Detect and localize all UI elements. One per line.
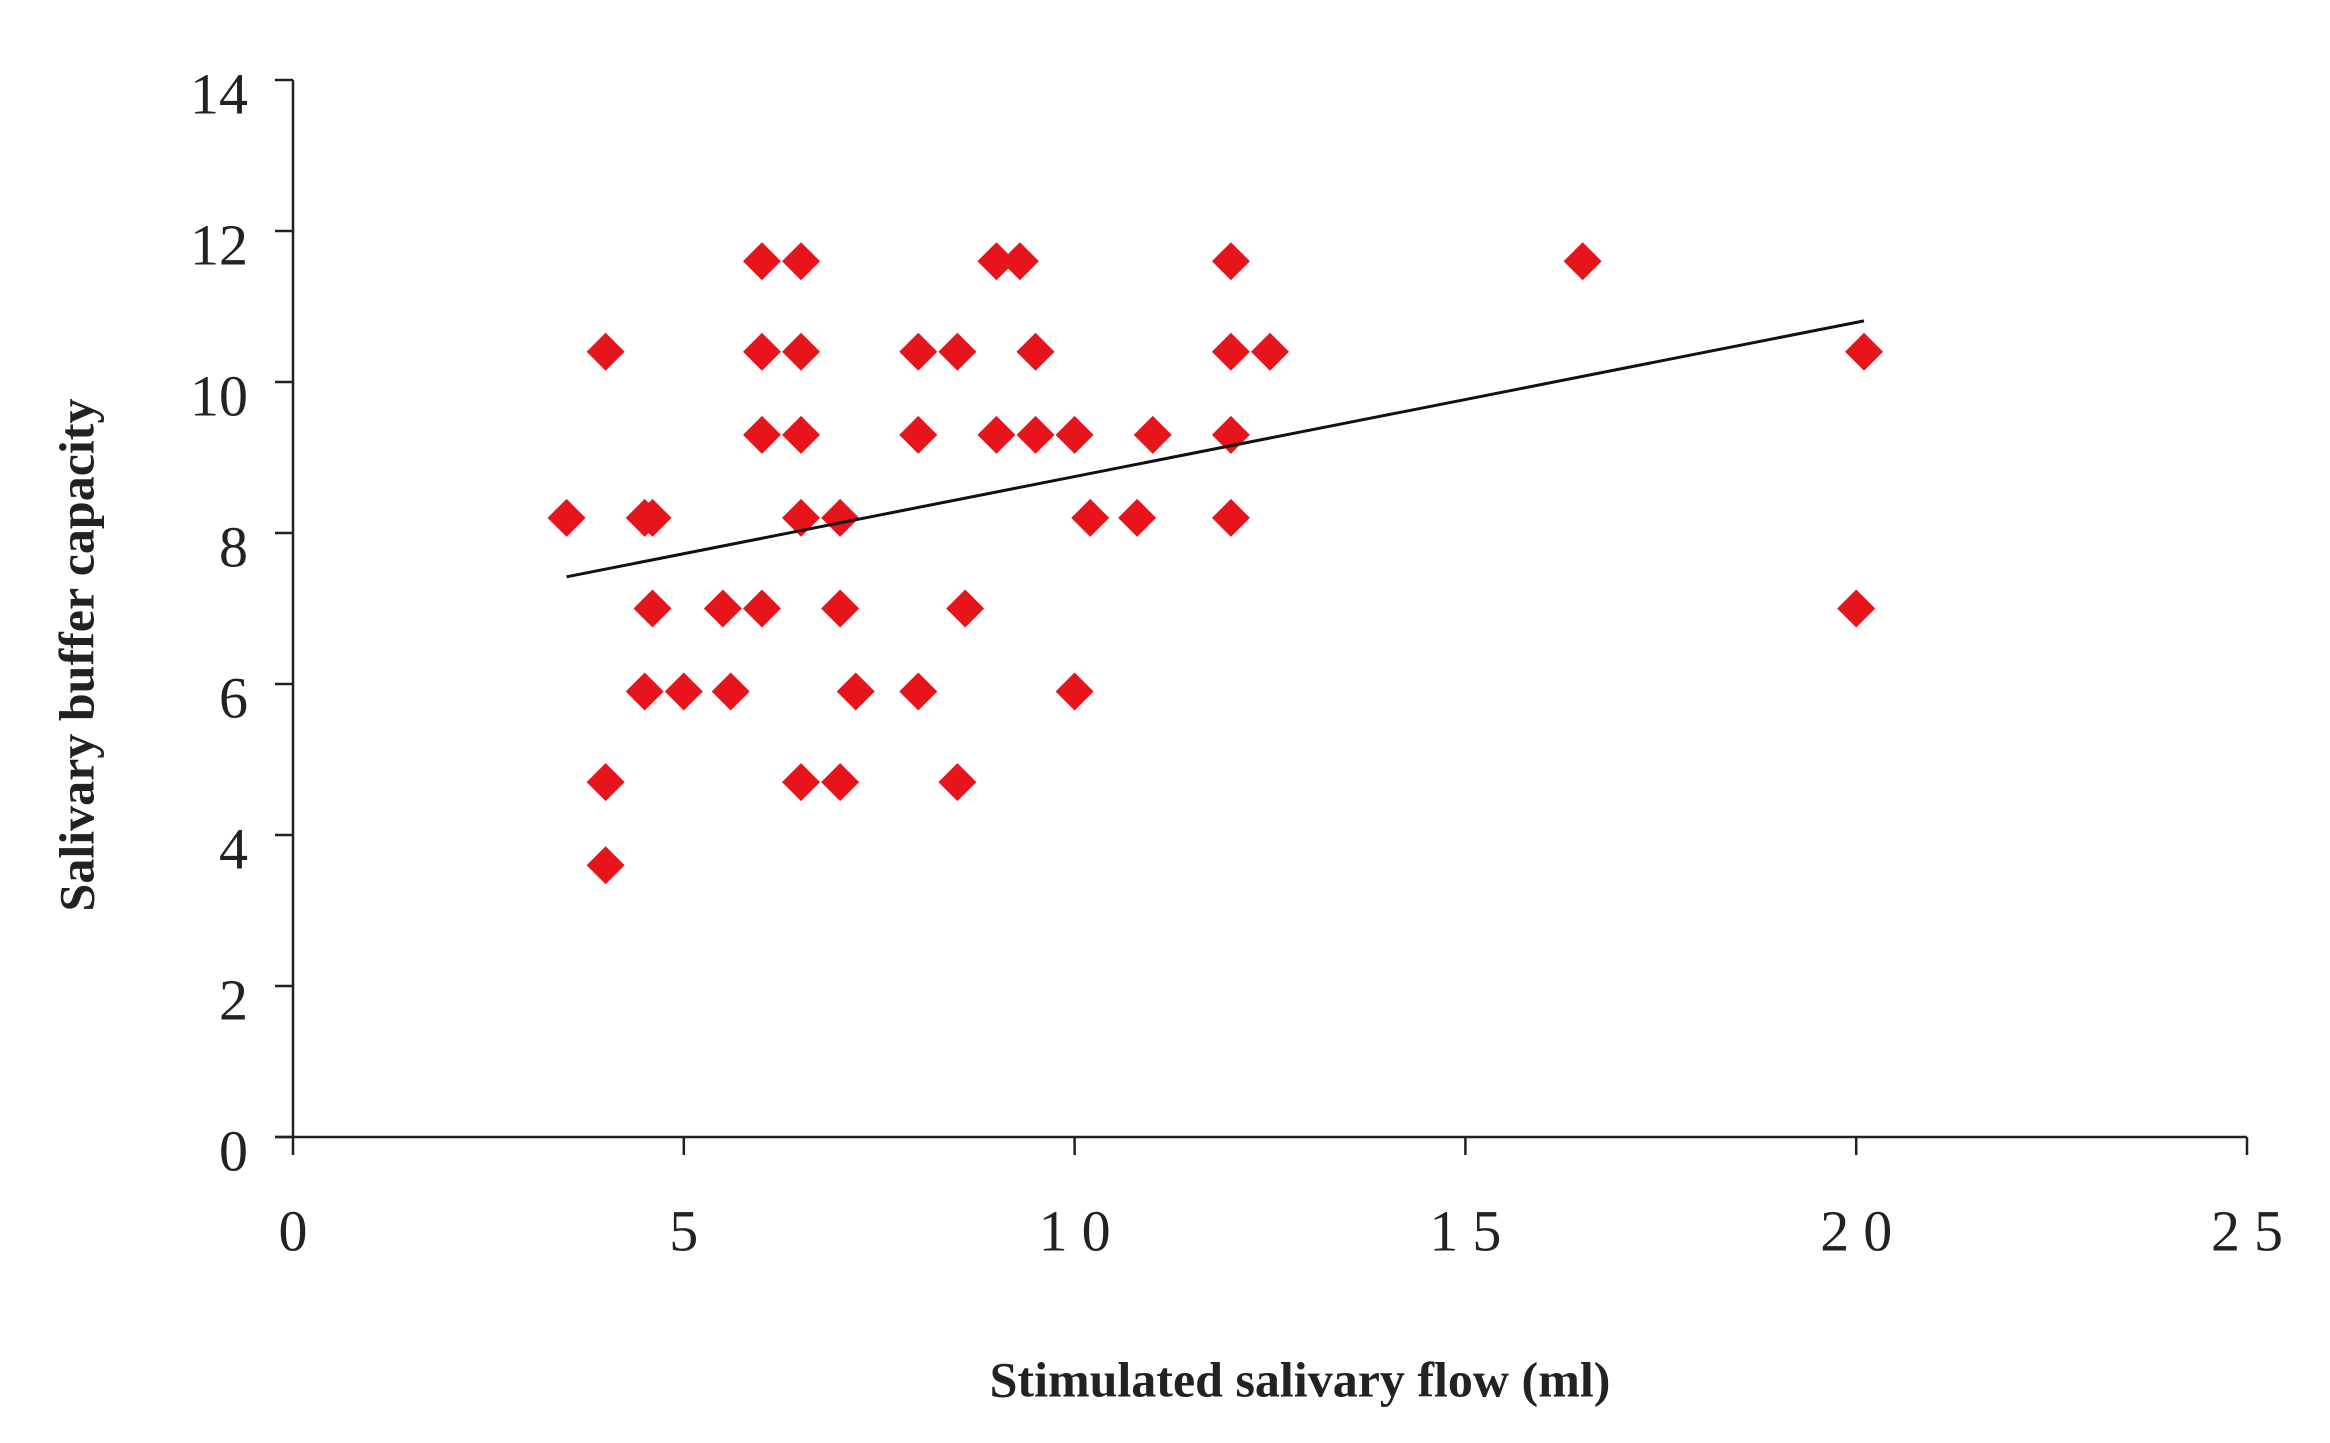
y-tick-label: 8	[219, 514, 248, 579]
point	[1211, 242, 1250, 281]
x-tick-label: 0	[279, 1198, 322, 1263]
y-tick-label: 6	[219, 665, 248, 730]
point	[547, 498, 586, 537]
x-tick-label: 15	[1429, 1198, 1515, 1263]
point	[1845, 332, 1884, 371]
point	[633, 589, 672, 628]
point	[1000, 242, 1039, 281]
point	[633, 498, 672, 537]
point	[977, 415, 1016, 454]
y-axis-title: Salivary buffer capacity	[48, 399, 104, 912]
point	[742, 332, 781, 371]
point	[1016, 415, 1055, 454]
trendline	[566, 319, 1865, 579]
point	[1211, 332, 1250, 371]
point	[899, 672, 938, 711]
point	[782, 242, 821, 281]
point	[977, 242, 1016, 281]
point	[782, 332, 821, 371]
point	[586, 763, 625, 802]
point	[1211, 498, 1250, 537]
point	[625, 672, 664, 711]
x-tick-label: 10	[1039, 1198, 1125, 1263]
point	[1055, 672, 1094, 711]
x-tick-label: 5	[669, 1198, 712, 1263]
point	[1133, 415, 1172, 454]
x-tick-label: 25	[2211, 1198, 2297, 1263]
point	[946, 589, 985, 628]
y-tick-label: 12	[190, 212, 248, 277]
point	[836, 672, 875, 711]
point	[782, 763, 821, 802]
point	[586, 332, 625, 371]
point	[711, 672, 750, 711]
y-tick-label: 2	[219, 967, 248, 1032]
point	[821, 498, 860, 537]
point	[742, 589, 781, 628]
point	[938, 332, 977, 371]
y-tick-label: 14	[190, 61, 248, 126]
y-tick-label: 4	[219, 816, 248, 881]
point	[821, 763, 860, 802]
point	[1016, 332, 1055, 371]
point	[899, 415, 938, 454]
point	[899, 332, 938, 371]
point	[1055, 415, 1094, 454]
x-axis-title: Stimulated salivary flow (ml)	[990, 1351, 1611, 1407]
y-tick-label: 0	[219, 1118, 248, 1183]
point	[1563, 242, 1602, 281]
y-tick-label: 10	[190, 363, 248, 428]
point	[1118, 498, 1157, 537]
point	[703, 589, 742, 628]
point	[782, 415, 821, 454]
point	[1251, 332, 1289, 371]
x-tick-label: 20	[1820, 1198, 1906, 1263]
point	[938, 763, 977, 802]
point	[1837, 589, 1876, 628]
point	[821, 589, 860, 628]
point	[664, 672, 703, 711]
point	[742, 242, 781, 281]
point	[1071, 498, 1110, 537]
point	[742, 415, 781, 454]
point	[586, 846, 625, 885]
